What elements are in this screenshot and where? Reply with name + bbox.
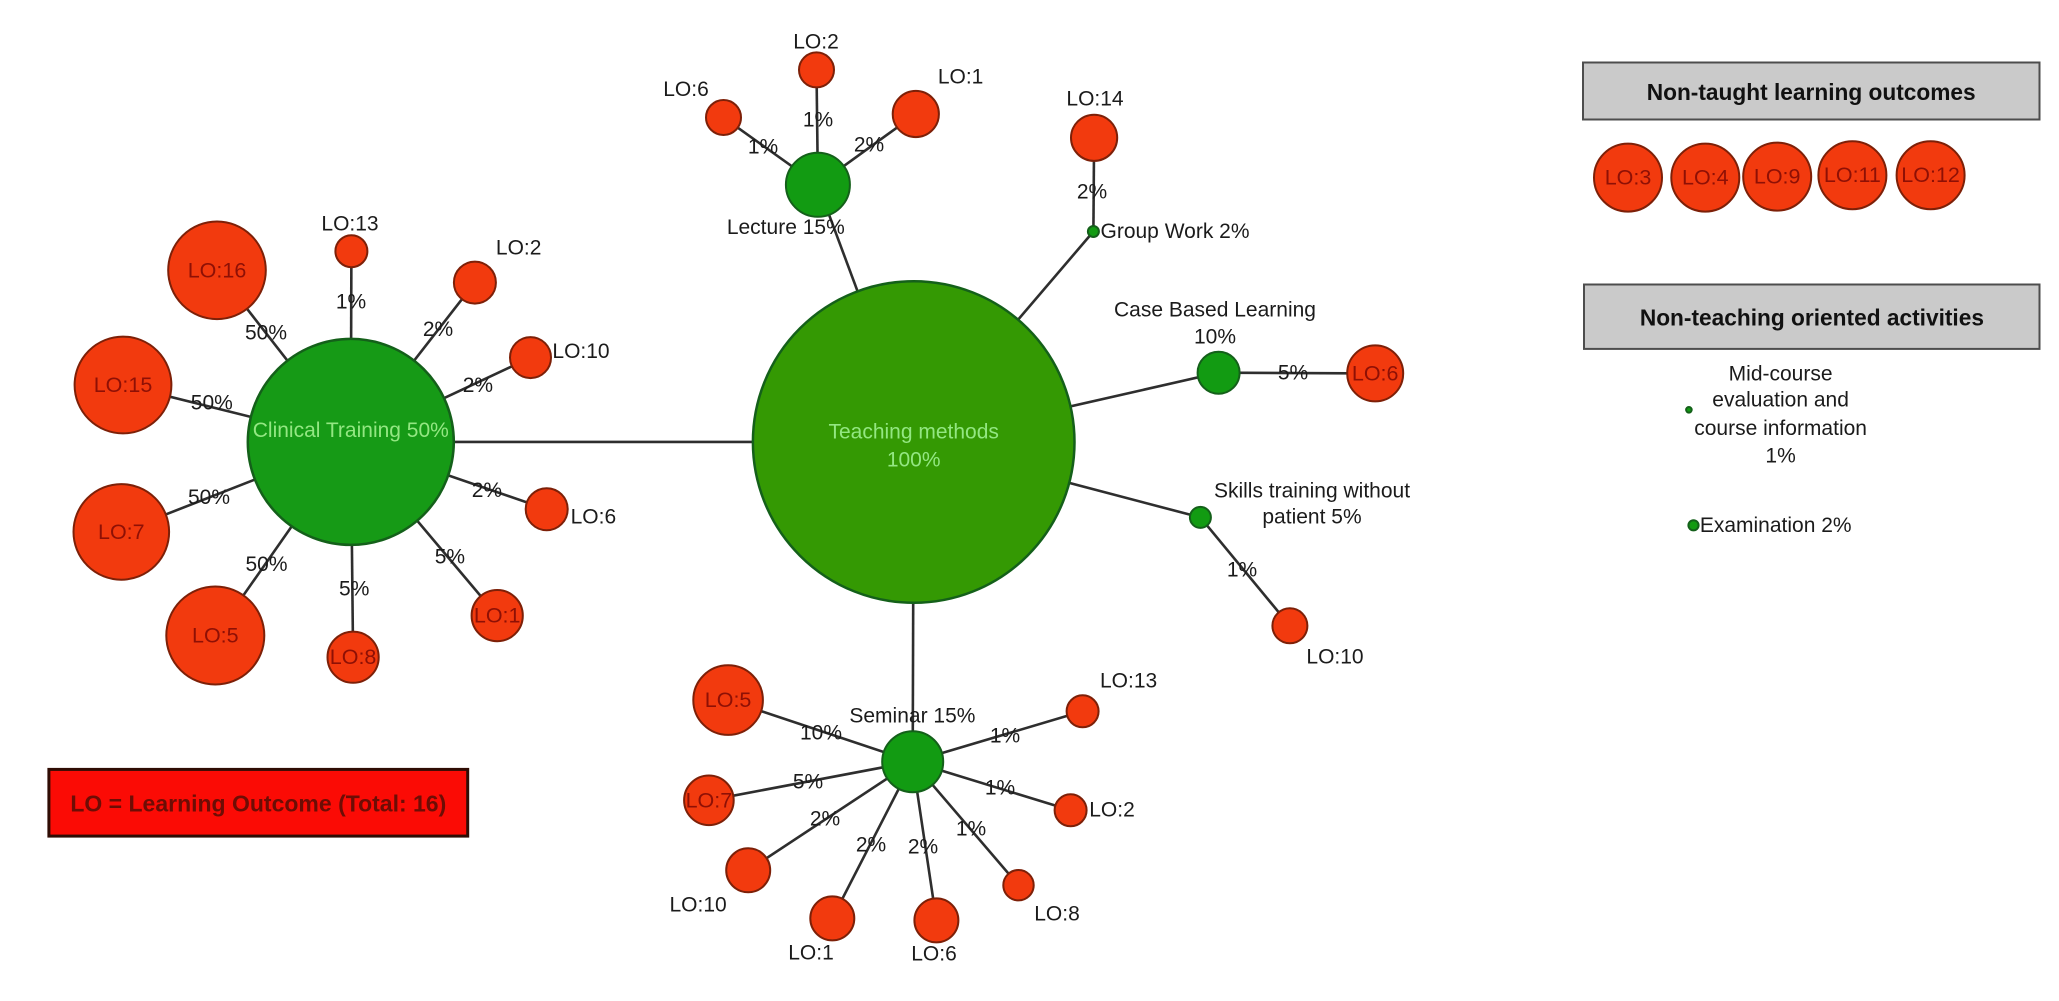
svg-text:50%: 50% <box>191 392 233 415</box>
svg-text:2%: 2% <box>423 318 453 341</box>
svg-text:LO:1: LO:1 <box>788 942 834 965</box>
svg-text:1%: 1% <box>336 291 366 314</box>
svg-text:2%: 2% <box>854 134 884 157</box>
svg-text:LO:9: LO:9 <box>1754 165 1801 189</box>
svg-text:1%: 1% <box>985 777 1015 800</box>
svg-text:LO:1: LO:1 <box>474 604 521 628</box>
svg-text:1%: 1% <box>990 725 1020 748</box>
svg-text:Examination 2%: Examination 2% <box>1700 514 1852 537</box>
svg-text:Lecture 15%: Lecture 15% <box>727 216 845 239</box>
svg-text:50%: 50% <box>188 486 230 509</box>
svg-text:1%: 1% <box>803 109 833 132</box>
svg-text:LO:6: LO:6 <box>571 506 617 529</box>
svg-text:LO:2: LO:2 <box>1089 799 1135 822</box>
svg-text:Case Based Learning: Case Based Learning <box>1114 299 1316 322</box>
svg-text:100%: 100% <box>887 449 941 472</box>
svg-text:LO:6: LO:6 <box>1352 361 1399 385</box>
svg-text:50%: 50% <box>245 322 287 345</box>
svg-text:LO:8: LO:8 <box>1034 903 1080 926</box>
svg-text:Non-taught learning outcomes: Non-taught learning outcomes <box>1647 79 1976 105</box>
svg-text:patient 5%: patient 5% <box>1262 506 1361 529</box>
svg-text:Teaching methods: Teaching methods <box>828 421 998 444</box>
svg-text:Seminar 15%: Seminar 15% <box>849 705 975 728</box>
svg-text:LO:15: LO:15 <box>94 373 153 397</box>
svg-text:LO:16: LO:16 <box>188 258 247 282</box>
svg-text:LO:10: LO:10 <box>552 340 609 363</box>
svg-text:LO:2: LO:2 <box>496 237 542 260</box>
svg-text:2%: 2% <box>463 374 493 397</box>
svg-text:LO:2: LO:2 <box>793 31 839 54</box>
svg-text:LO:6: LO:6 <box>663 78 709 101</box>
svg-text:LO:3: LO:3 <box>1605 166 1652 190</box>
svg-text:LO:6: LO:6 <box>911 943 957 966</box>
svg-text:5%: 5% <box>339 577 369 600</box>
svg-text:LO:4: LO:4 <box>1682 166 1729 190</box>
svg-text:LO:11: LO:11 <box>1824 163 1881 187</box>
svg-text:LO:12: LO:12 <box>1901 163 1960 187</box>
svg-text:1%: 1% <box>1227 559 1257 582</box>
svg-text:LO:1: LO:1 <box>938 65 984 88</box>
svg-text:LO:10: LO:10 <box>669 894 726 917</box>
svg-text:2%: 2% <box>472 479 502 502</box>
svg-text:LO:7: LO:7 <box>98 520 145 544</box>
svg-text:1%: 1% <box>1765 444 1795 467</box>
svg-text:LO:13: LO:13 <box>1100 669 1157 692</box>
svg-text:1%: 1% <box>748 136 778 159</box>
svg-text:LO = Learning Outcome (Total:: LO = Learning Outcome (Total: 16) <box>70 791 446 817</box>
svg-text:2%: 2% <box>810 808 840 831</box>
svg-text:10%: 10% <box>800 722 842 745</box>
svg-text:LO:5: LO:5 <box>705 688 752 712</box>
svg-text:Group Work 2%: Group Work 2% <box>1101 220 1250 243</box>
svg-text:LO:10: LO:10 <box>1306 646 1363 669</box>
svg-text:course information: course information <box>1694 417 1867 440</box>
svg-text:LO:8: LO:8 <box>330 645 377 669</box>
svg-text:LO:14: LO:14 <box>1066 88 1124 111</box>
svg-text:Clinical Training 50%: Clinical Training 50% <box>253 419 449 442</box>
svg-text:LO:5: LO:5 <box>192 624 239 648</box>
svg-text:5%: 5% <box>793 771 823 794</box>
svg-text:50%: 50% <box>245 553 287 576</box>
svg-text:5%: 5% <box>1278 362 1308 385</box>
svg-text:Skills training without: Skills training without <box>1214 480 1410 503</box>
svg-text:LO:13: LO:13 <box>321 213 378 236</box>
svg-text:Mid-course: Mid-course <box>1729 362 1833 385</box>
svg-text:2%: 2% <box>856 834 886 857</box>
svg-text:2%: 2% <box>1077 181 1107 204</box>
svg-text:Non-teaching oriented activiti: Non-teaching oriented activities <box>1640 305 1984 331</box>
svg-text:LO:7: LO:7 <box>686 788 733 812</box>
svg-text:5%: 5% <box>435 546 465 569</box>
svg-text:evaluation and: evaluation and <box>1712 389 1849 412</box>
svg-text:1%: 1% <box>956 818 986 841</box>
svg-text:10%: 10% <box>1194 326 1236 349</box>
svg-text:2%: 2% <box>908 836 938 859</box>
